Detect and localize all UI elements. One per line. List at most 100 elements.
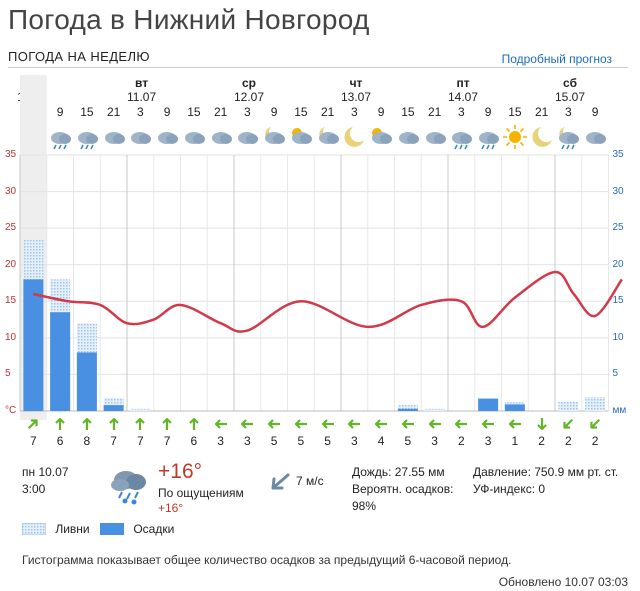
current-temp: +16° [158,460,203,483]
wind-speed: 7 [30,434,37,448]
wind-cell: 7 [20,417,46,457]
wind-speed: 3 [351,434,358,448]
cloud-icon [127,124,153,150]
precip-bar [103,405,124,411]
wind-speed: 4 [377,434,385,448]
hour-label: 15 [294,105,308,119]
hour-label: 9 [377,105,385,119]
wind-arrow-icon [428,419,441,429]
moon-icon [341,124,367,150]
current-date-block: пн 10.07 3:00 [22,464,69,498]
wind-arrow-icon [162,417,172,430]
week-forecast-title: ПОГОДА НА НЕДЕЛЮ [8,49,150,64]
wind-speed: 5 [404,434,412,448]
y-left-tick: 20 [5,258,17,270]
legend-precip: Осадки [100,522,174,536]
pressure: Давление: 750.9 мм рт. ст. [473,465,619,479]
cloud-icon [582,124,608,150]
wind-cell: 3 [208,417,234,457]
wind-cell: 3 [475,417,501,457]
moon-cloud-icon [315,124,341,150]
forecast-chart [19,75,623,420]
precip-label: Осадки [133,522,175,536]
hour-label: 3 [351,105,358,119]
wind-cell: 2 [555,417,581,457]
wind-arrow-icon [241,419,254,429]
wind-cell: 6 [47,417,73,457]
precip-bar [478,398,499,411]
current-date: пн 10.07 [22,465,69,479]
y-left-tick: °C [5,405,17,416]
wind-arrow-icon [455,419,468,429]
wind-direction-icon [271,473,290,490]
showers-bar [424,408,445,411]
hour-label: 21 [320,105,335,119]
current-rain: Дождь: 27.55 мм Вероятн. осадков: 98% [352,464,453,515]
hour-label: 3 [137,105,144,119]
wind-arrow-icon [294,419,307,429]
precip-prob: 98% [352,499,377,513]
wind-arrow-icon [401,419,414,429]
y-left-tick: 15 [5,295,17,307]
precip-bar [504,404,525,411]
heavy-rain-icon [111,471,146,505]
wind-cell: 7 [154,417,180,457]
wind-arrow-icon [135,417,146,430]
showers-bar [130,408,151,411]
wind-cell: 7 [127,417,153,457]
uv-index: УФ-индекс: 0 [473,482,546,496]
precip-bar [76,352,97,411]
y-right-tick: 20 [612,258,624,270]
wind-speed: 5 [270,434,278,448]
hour-label: 15 [508,105,522,119]
sun-icon [502,124,528,150]
hour-label: 21 [427,105,442,119]
showers-bar [558,401,579,411]
wind-speed: 2 [538,434,545,448]
showers-swatch [21,522,47,536]
wind-arrow-icon [348,419,361,429]
cloud-icon [395,124,421,150]
hour-label: 21 [534,105,549,119]
updated-time: Обновлено 10.07 03:03 [498,575,628,589]
detailed-forecast-link[interactable]: Подробный прогноз [501,52,612,66]
showers-label: Ливни [55,522,90,536]
precip-bar [50,312,71,411]
day-date: 11.07 [127,90,157,104]
sun-cloud-icon [368,124,394,150]
wind-arrow-icon [268,419,281,429]
wind-cell: 6 [181,417,207,457]
wind-arrow-icon [321,419,334,429]
hour-label: 9 [163,105,171,119]
wind-speed: 5 [324,434,331,448]
wind-cell: 2 [448,417,474,457]
wind-cell: 3 [341,417,367,457]
wind-cell: 5 [395,417,421,457]
hour-label: 15 [80,105,94,119]
legend-showers: Ливни [21,522,90,536]
hour-labels: 39152139152139152139152139152139 [0,105,640,119]
wind-cell: 5 [261,417,287,457]
header-divider [8,67,628,68]
y-left-tick: 30 [5,185,17,197]
moon-rain-icon [555,124,581,150]
precip-bar [397,408,418,411]
wind-speed: 8 [83,434,91,448]
day-name: ср [242,76,257,90]
hour-label: 3 [244,105,251,119]
day-date: 13.07 [341,90,372,104]
hour-label: 15 [401,105,415,119]
wind-cell: 7 [101,417,127,457]
wind-arrow-icon [482,419,495,429]
cloud-icon [154,124,180,150]
wind-arrow-icon [28,419,39,430]
precip-bar [23,279,44,411]
current-time: 3:00 [22,482,46,496]
wind-speed: 5 [297,434,305,448]
rain-icon [475,124,501,150]
rain-amount: Дождь: 27.55 мм [352,465,445,479]
showers-bar [585,397,606,411]
wind-arrow-icon [108,417,119,430]
wind-speed: 2 [458,434,465,448]
hour-label: 9 [484,105,492,119]
